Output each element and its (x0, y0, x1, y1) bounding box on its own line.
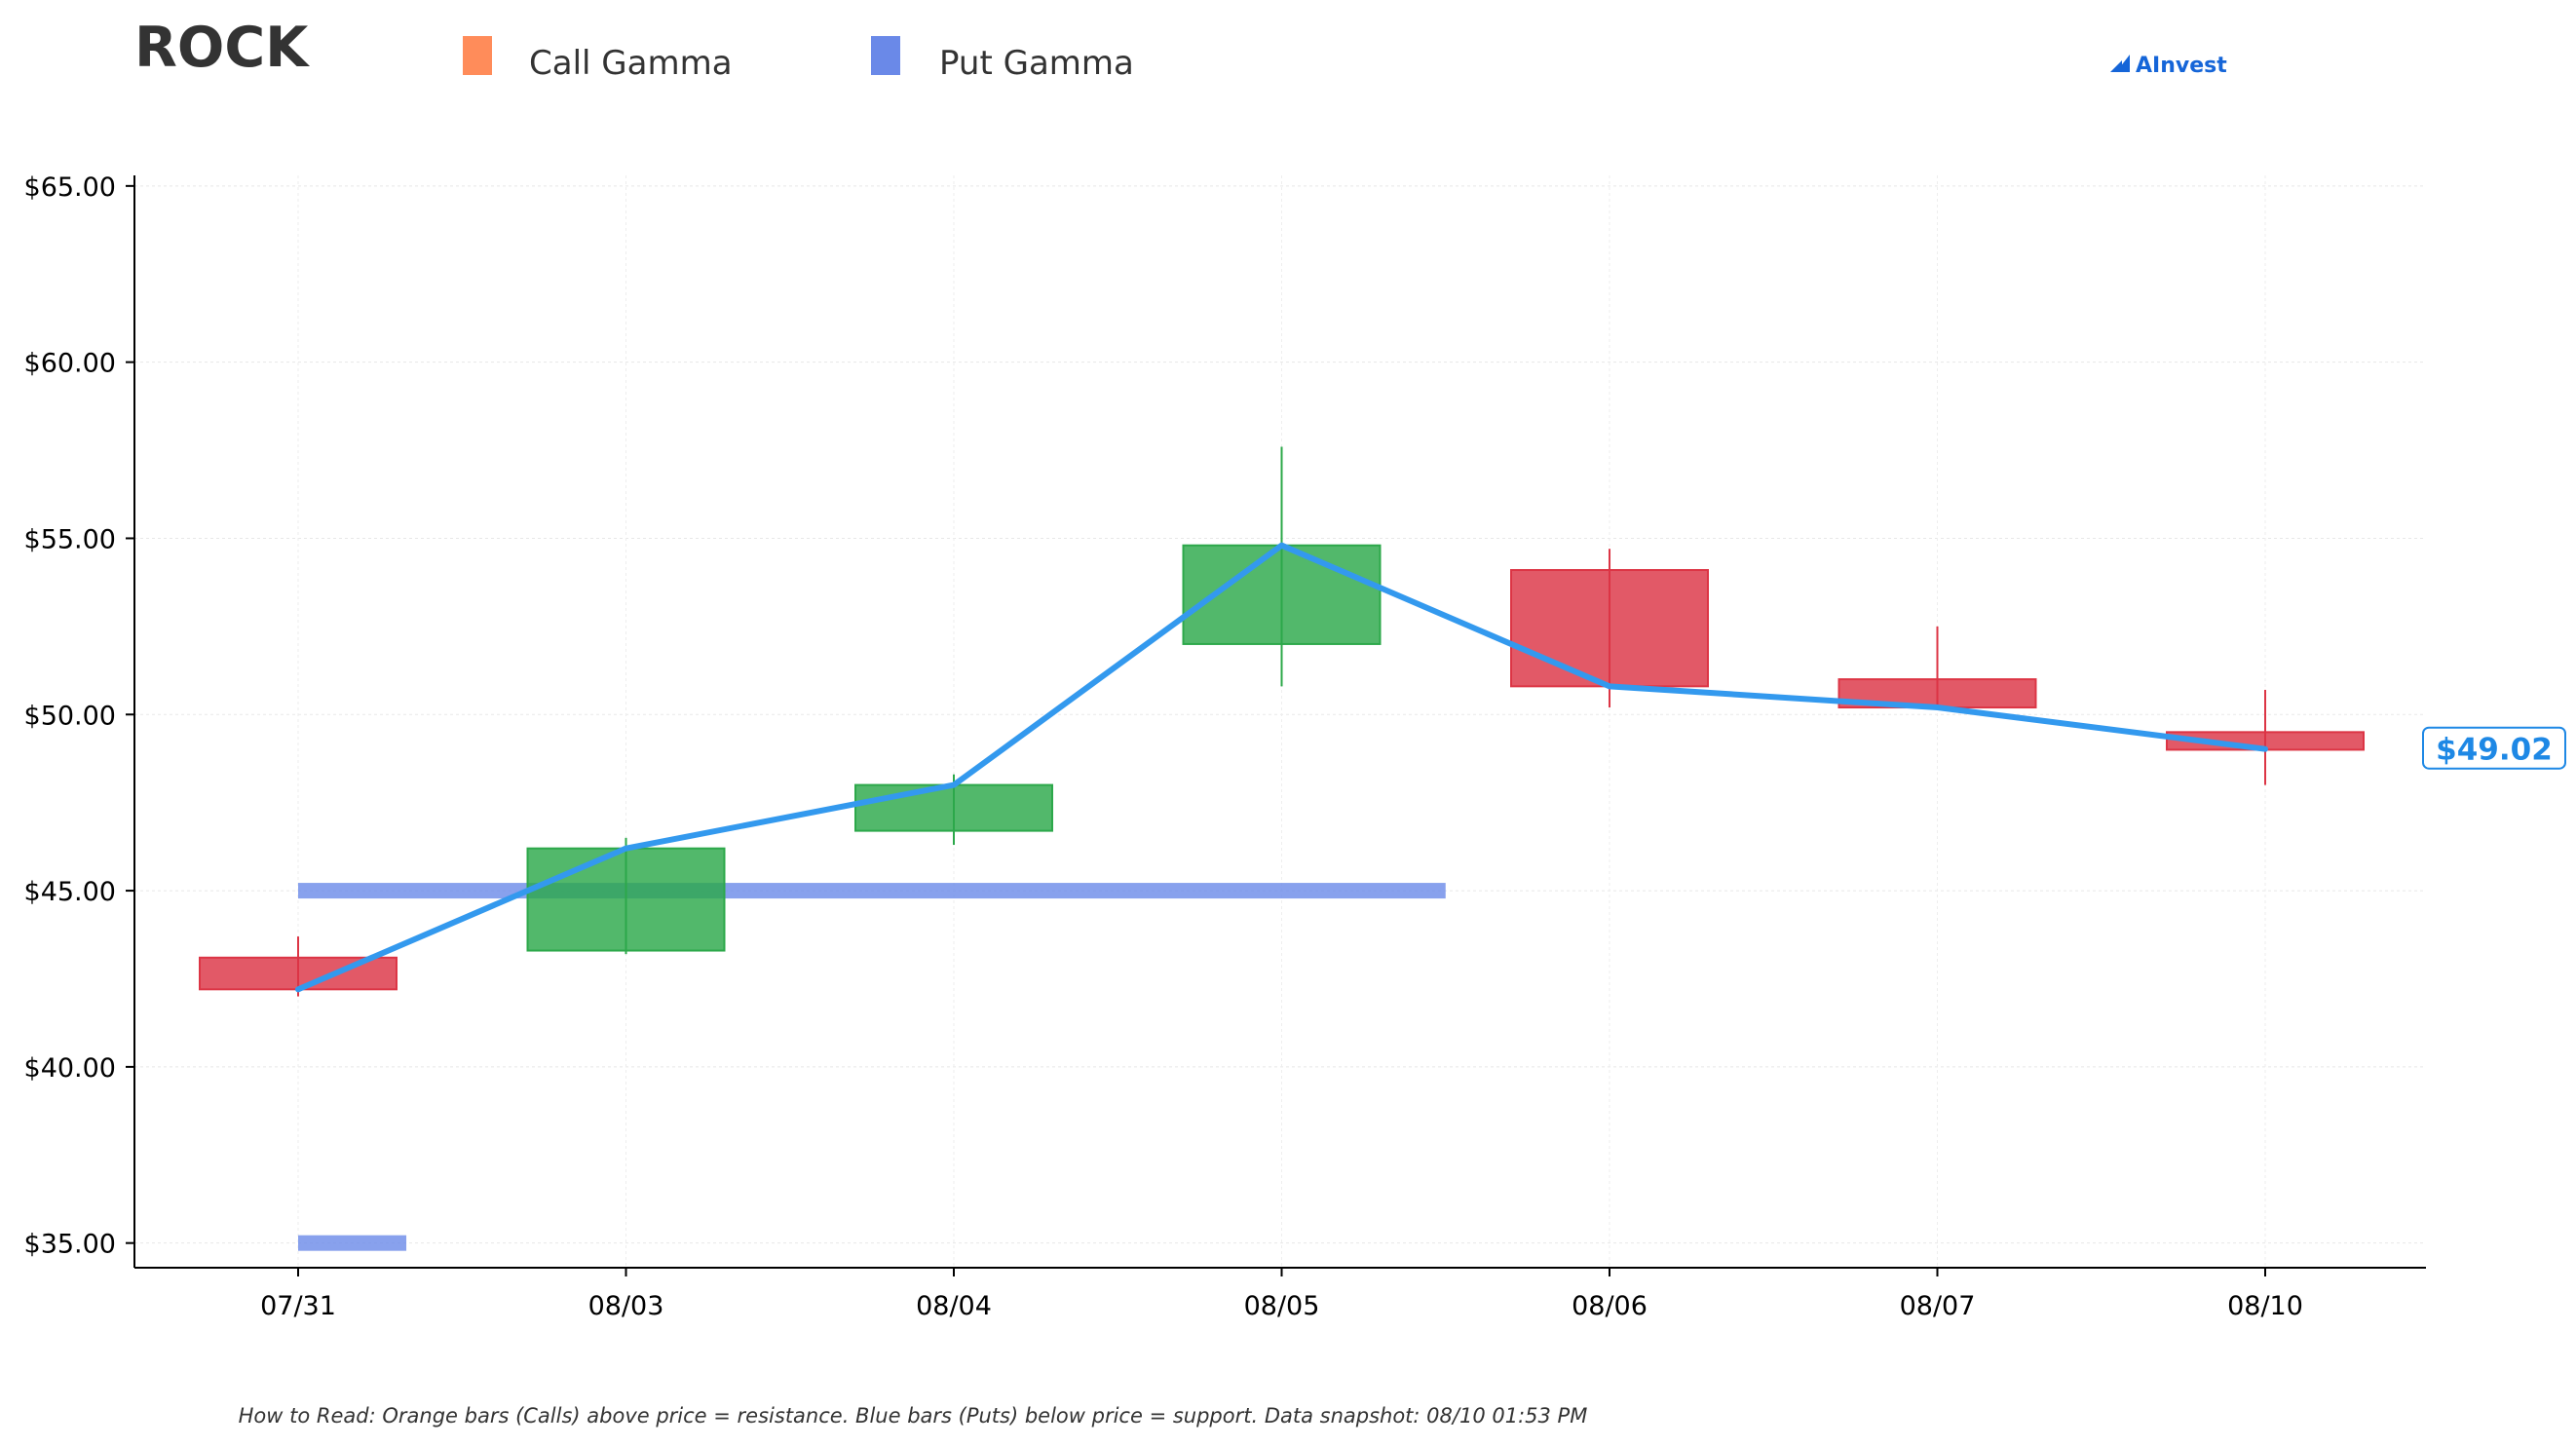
y-tick-label: $55.00 (24, 524, 116, 554)
y-tick-label: $65.00 (24, 172, 116, 203)
x-tick-label: 08/03 (588, 1291, 664, 1321)
how-to-read-footnote: How to Read: Orange bars (Calls) above p… (239, 1404, 1588, 1428)
legend-put-gamma-label: Put Gamma (939, 44, 1134, 83)
candle-body (854, 783, 1053, 832)
y-tick-label: $50.00 (24, 701, 116, 731)
candle-08/03 (526, 837, 726, 955)
y-axis-ticks: $35.00 $40.00 $45.00 $50.00 $55.00 $60.00 $65.… (24, 172, 134, 1260)
close-line (295, 542, 2268, 993)
y-tick-label: $60.00 (24, 349, 116, 379)
chart-title: ROCK (134, 16, 310, 80)
candle-07/31 (199, 936, 398, 997)
candle-08/07 (1837, 626, 2037, 709)
y-tick-label: $45.00 (24, 877, 116, 907)
current-price-label: $49.02 (2436, 733, 2553, 768)
y-tick-label: $40.00 (24, 1053, 116, 1084)
grid (134, 175, 2426, 1268)
close-price-line (295, 542, 2268, 993)
x-tick-label: 08/07 (1900, 1291, 1976, 1321)
legend-put-gamma-swatch (871, 36, 900, 75)
put-gamma-bar (298, 883, 1446, 899)
brand-logo-icon (2110, 55, 2130, 72)
legend-call-gamma-swatch (463, 36, 492, 75)
candle-08/04 (854, 774, 1053, 846)
axes (133, 175, 2426, 1269)
put-gamma-bar (298, 1235, 407, 1251)
x-tick-label: 08/10 (2227, 1291, 2303, 1321)
candle-body (526, 847, 726, 952)
candle-08/05 (1182, 446, 1382, 687)
x-axis-ticks: 07/31 08/03 08/04 08/05 08/06 08/07 08/10 (260, 1268, 2303, 1321)
candle-body (199, 956, 398, 991)
candle-08/06 (1510, 549, 1709, 708)
x-tick-label: 08/05 (1244, 1291, 1320, 1321)
x-tick-label: 08/04 (916, 1291, 992, 1321)
x-tick-label: 08/06 (1572, 1291, 1648, 1321)
current-price-tag: $49.02 (2422, 726, 2566, 770)
y-tick-label: $35.00 (24, 1230, 116, 1260)
brand-logo: AInvest (2110, 54, 2227, 78)
legend-call-gamma-label: Call Gamma (529, 44, 733, 83)
candle-body (1510, 569, 1709, 688)
brand-logo-text: AInvest (2136, 54, 2227, 78)
current-price-box (2422, 726, 2566, 770)
x-tick-label: 07/31 (260, 1291, 336, 1321)
